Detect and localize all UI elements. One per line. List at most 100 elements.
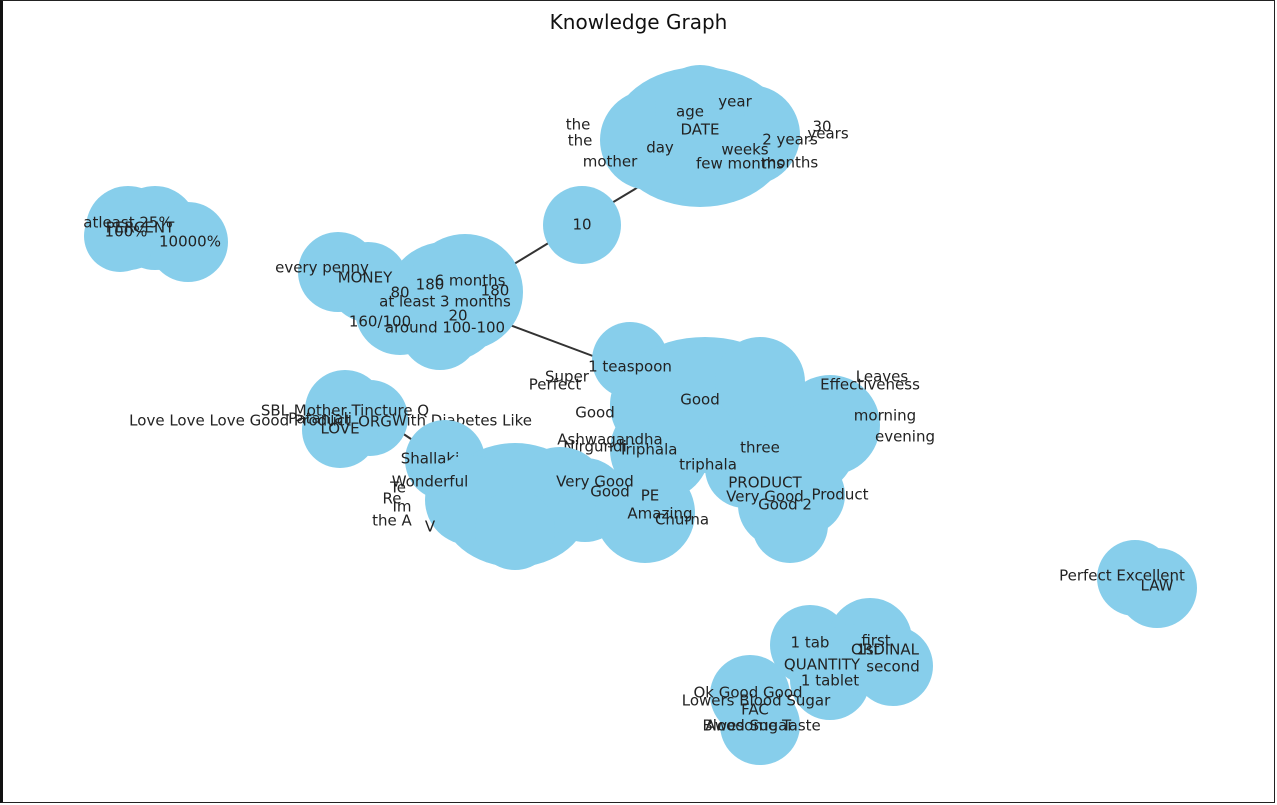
node-label: 80 (390, 284, 409, 302)
cluster-law: Perfect Excellent LAW (1059, 540, 1197, 628)
node-label: weeks (721, 141, 768, 159)
node-label: first (861, 632, 890, 650)
node-label: Triphala (618, 441, 678, 459)
node-label: triphala (679, 456, 737, 474)
node-label: Good (575, 404, 615, 422)
node-label: age (676, 103, 704, 121)
node-label: Very Good (726, 488, 804, 506)
node-label: Awesome Taste (705, 717, 821, 735)
cluster-org: SBL Mother Tincture Q Love Love Love Goo… (129, 370, 532, 468)
node (475, 490, 555, 570)
node-label: Churna (655, 511, 709, 529)
node-label: Effectiveness (820, 376, 920, 394)
node-label: 180 (481, 282, 510, 300)
cluster-product-sub: PRODUCT Very Good Product Good 2 (726, 455, 869, 563)
node-label: 2 years (762, 131, 818, 149)
node (752, 487, 828, 563)
node-label: Product (812, 486, 869, 504)
node-label: Amazing (627, 505, 692, 523)
cluster-product: 1 teaspoon Super Perfect Good Leaves Eff… (529, 322, 935, 508)
node-label: Good (680, 391, 720, 409)
node-label: MONEY (338, 269, 393, 287)
node-label: Love Love Love Good Product (129, 412, 351, 430)
node (148, 202, 228, 282)
node-label: Super (545, 368, 590, 386)
node-label: Blood Sugar (702, 717, 794, 735)
node-label: ORG (358, 413, 392, 431)
node (84, 200, 156, 272)
node-label: evening (875, 428, 935, 446)
node (595, 463, 695, 563)
node-label: Perfect Excellent (1059, 567, 1185, 585)
node-label: PERCENT (106, 219, 175, 237)
node-label: the (568, 132, 593, 150)
node-label: Patanjali (288, 410, 352, 428)
node-label: LAW (1141, 577, 1174, 595)
node-label: atleast 25% (83, 214, 172, 232)
node-label: 100% (105, 223, 148, 241)
node-label: second (866, 658, 920, 676)
node-label: QUANTITY (784, 656, 861, 674)
node-label: PRODUCT (728, 474, 802, 492)
node-label: day (646, 139, 674, 157)
node-label: three (740, 439, 780, 457)
node-label: 1 tab (791, 634, 830, 652)
node-label: ORDINAL (851, 641, 920, 659)
node-label: SBL Mother Tincture Q (261, 402, 429, 420)
node-label: the (566, 116, 591, 134)
node-label: Lowers Blood Sugar (682, 692, 831, 710)
cluster-fac: Ok Good Good Lowers Blood Sugar FAC Awes… (682, 655, 831, 765)
node-label: year (718, 93, 752, 111)
node-label: 30 (812, 118, 831, 136)
node-label: Wonderful (392, 473, 469, 491)
node-label: at least 3 months (379, 293, 511, 311)
node-label: morning (854, 407, 916, 425)
node-label: LOVE (320, 420, 359, 438)
node-label: months (762, 154, 819, 172)
node-label: Te (389, 479, 406, 497)
node-label: mother (583, 153, 638, 171)
node (302, 392, 378, 468)
node-label: the A (372, 512, 412, 530)
node (814, 624, 886, 696)
cluster-money: every penny MONEY 80 180 at least 3 mont… (275, 232, 523, 370)
node (543, 186, 621, 264)
cluster-quantity: 1 tab first ORDINAL second QUANTITY 1 ta… (770, 598, 933, 720)
node-label: Im (392, 498, 411, 516)
node-label: years (807, 125, 848, 143)
node-label: 10000% (159, 233, 221, 251)
node-label: 6 months (435, 272, 506, 290)
graph-title: Knowledge Graph (549, 10, 728, 34)
node-label: 180 (416, 276, 445, 294)
node-label: every penny (275, 259, 369, 277)
node-label: 1 teaspoon (588, 358, 672, 376)
node (720, 685, 800, 765)
node (400, 290, 480, 370)
cluster-percent: atleast 25% 100% PERCENT 10000% (83, 186, 228, 282)
node-label: Good 2 (758, 496, 812, 514)
node-label: Very Good (556, 473, 634, 491)
node-label: Perfect (529, 376, 582, 394)
node-label: PE (641, 487, 660, 505)
node-label: DATE (680, 121, 719, 139)
node-label: 160/100 (349, 313, 411, 331)
node-label: V (425, 518, 436, 536)
node-label: Good (590, 483, 630, 501)
node (715, 337, 805, 427)
node-label: Re (383, 490, 402, 508)
node (665, 125, 745, 205)
cluster-ten: 10 (543, 186, 621, 264)
node-label: 1 tablet (801, 672, 859, 690)
cluster-wonderful: Wonderful Very Good Good Re Te Im the A … (372, 443, 709, 570)
node-label: Ok Good Good (693, 684, 802, 702)
cluster-date: the the years mother months 30 DATE age … (566, 65, 849, 207)
node-label: 10 (572, 216, 591, 234)
node-label: few months (696, 155, 784, 173)
node-label: Leaves (856, 368, 909, 386)
node-label: FAC (741, 701, 769, 719)
node-label: 1st (856, 641, 879, 659)
node-label: Ashwagandha (557, 431, 662, 449)
node-label: 20 (448, 307, 467, 325)
node-label: around 100-100 (385, 319, 505, 337)
